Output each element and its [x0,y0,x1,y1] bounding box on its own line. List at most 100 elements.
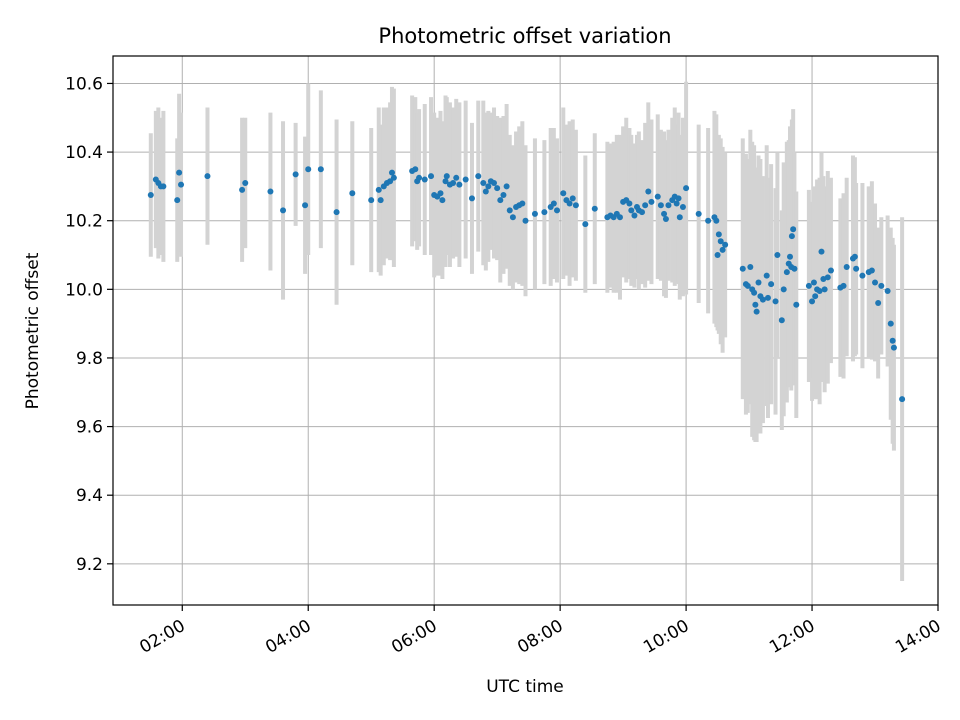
data-point [204,173,211,180]
data-point [174,197,181,204]
data-point [639,209,646,216]
data-point [722,241,729,248]
data-point [333,209,340,216]
data-point [482,188,489,195]
data-point [810,279,817,286]
y-tick-label: 9.6 [76,418,103,438]
data-point [569,195,576,202]
data-point [884,288,891,295]
data-point [591,205,598,212]
data-point [774,252,781,259]
data-point [509,214,516,221]
data-point [763,272,770,279]
data-point [375,186,382,193]
data-point [439,197,446,204]
data-point [468,195,475,202]
data-point [719,246,726,253]
data-point [713,217,720,224]
data-point [494,185,501,192]
data-point [715,231,722,238]
data-point [428,173,435,180]
data-point [631,212,638,219]
data-point [550,200,557,207]
data-point [416,174,423,181]
data-point [790,226,797,233]
data-point [480,179,487,186]
data-point [791,265,798,272]
data-point [491,179,498,186]
data-point [160,183,167,190]
data-point [657,202,664,209]
data-point [437,190,444,197]
data-point [302,202,309,209]
data-point [679,203,686,210]
data-point [717,238,724,245]
data-point [752,301,759,308]
data-point [645,188,652,195]
y-tick-label: 9.8 [76,349,103,369]
data-point [853,265,860,272]
data-point [450,179,457,186]
data-point [566,200,573,207]
data-point [890,344,897,351]
data-point [821,286,828,293]
data-point [827,267,834,274]
data-point [780,286,787,293]
data-point [531,210,538,217]
data-point [812,293,819,300]
data-point [147,191,154,198]
chart-title: Photometric offset variation [378,24,671,48]
data-point [675,195,682,202]
data-point [840,282,847,289]
data-point [412,166,419,173]
data-point [793,301,800,308]
data-point [788,233,795,240]
data-point [676,214,683,221]
data-points [147,166,906,403]
data-point [759,296,766,303]
data-point [388,169,395,176]
y-tick-label: 10.0 [65,280,103,300]
data-point [390,174,397,181]
data-point [572,202,579,209]
y-tick-label: 9.4 [76,486,103,506]
y-tick-label: 10.4 [65,143,103,163]
data-point [824,274,831,281]
data-point [744,282,751,289]
data-point [582,221,589,228]
data-point [421,176,428,183]
data-point [368,197,375,204]
data-point [292,171,299,178]
data-point [878,282,885,289]
y-axis-ticks: 9.2 9.4 9.6 9.8 10.0 10.2 10.4 10.6 [65,74,113,575]
plot-frame [112,55,939,606]
data-point [503,183,510,190]
data-point [705,217,712,224]
data-point [851,253,858,260]
data-point [560,190,567,197]
data-point [755,279,762,286]
y-tick-label: 10.6 [65,74,103,94]
data-point [176,169,183,176]
data-point [500,191,507,198]
data-point [443,173,450,180]
y-tick-label: 10.2 [65,212,103,232]
data-point [859,272,866,279]
data-point [519,200,526,207]
data-point [642,202,649,209]
data-point [809,298,816,305]
data-point [305,166,312,173]
data-point [456,181,463,188]
data-point [665,202,672,209]
y-axis-label: Photometric offset [23,252,43,409]
data-point [453,174,460,181]
data-point [553,207,560,214]
data-point [889,337,896,344]
data-point [768,281,775,288]
data-point [626,200,633,207]
data-point [475,173,482,180]
data-point [751,289,758,296]
data-point [899,396,906,403]
data-point [787,253,794,260]
